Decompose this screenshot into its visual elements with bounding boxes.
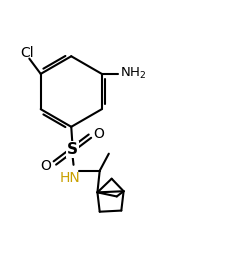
Text: Cl: Cl <box>20 46 34 60</box>
Text: HN: HN <box>60 171 80 185</box>
Text: O: O <box>94 127 104 141</box>
Text: O: O <box>40 158 51 173</box>
Text: NH$_2$: NH$_2$ <box>120 66 146 81</box>
Text: S: S <box>67 142 78 157</box>
